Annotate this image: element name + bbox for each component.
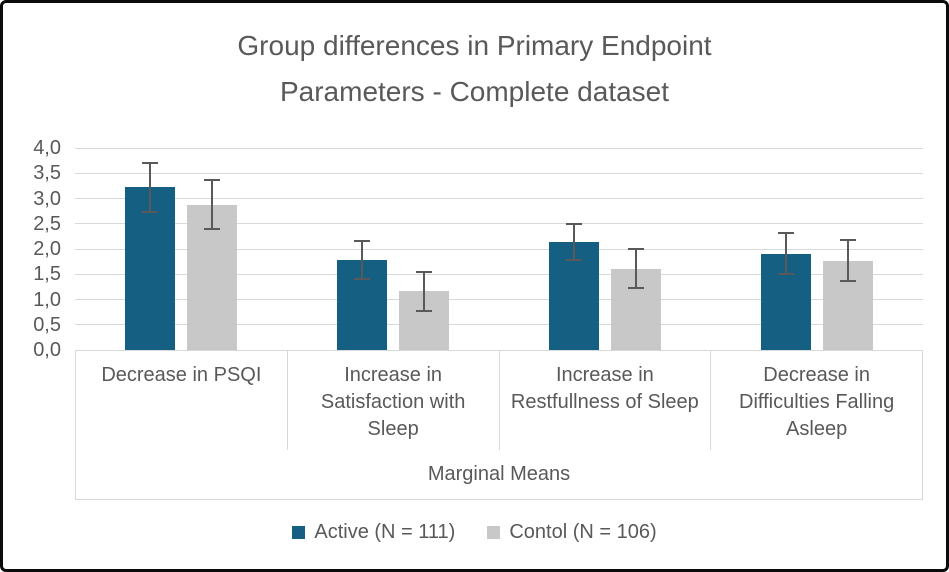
error-bar-cap-top [416,270,432,273]
bar-control[interactable] [187,179,237,350]
bar-group [287,148,499,350]
error-bar-cap-bottom [778,272,794,275]
bar-group [711,148,923,350]
y-axis-tick-label: 4,0 [33,137,61,159]
bar-active[interactable] [337,239,387,350]
bar-active[interactable] [549,222,599,350]
error-bar-line [785,233,787,274]
error-bar-cap-top [778,232,794,235]
error-bar-line [423,271,425,312]
error-bar-line [847,240,849,281]
bar-group [75,148,287,350]
legend-label: Contol (N = 106) [509,521,657,543]
chart-title-line-2: Parameters - Complete dataset [279,76,670,107]
legend-swatch-control-icon [487,526,501,539]
category-label: Decrease in PSQI [101,364,262,386]
error-bar-cap-bottom [628,287,644,290]
error-bar-cap-top [840,239,856,242]
y-axis-tick-label: 3,5 [33,162,61,185]
category-label: Decrease in Difficulties Falling Asleep [710,351,922,450]
legend: Active (N = 111) Contol (N = 106) [3,521,946,544]
error-bar-cap-bottom [416,310,432,313]
error-bar-cap-bottom [566,259,582,262]
error-bar-line [211,180,213,229]
y-axis: 0,0 0,5 1,0 1,5 2,0 2,5 3,0 3,5 4,0 [3,137,61,361]
error-bar-cap-top [628,248,644,251]
legend-swatch-active-icon [292,526,306,539]
bar-active[interactable] [761,232,811,350]
chart-title-line-1: Group differences in Primary Endpoint [237,30,712,61]
legend-item-active[interactable]: Active (N = 111) [292,521,455,544]
y-axis-tick-label: 2,5 [33,212,61,235]
gridline [75,198,923,199]
bar-active[interactable] [125,162,175,350]
y-axis-tick-label: 0,5 [33,313,61,336]
y-axis-tick-label: 2,0 [33,238,61,260]
category-axis: Decrease in PSQI Increase in Satisfaction… [75,350,923,450]
error-bar-cap-bottom [840,279,856,282]
error-bar-cap-top [566,222,582,225]
gridline [75,172,923,174]
error-bar-line [573,223,575,261]
chart-title: Group differences in Primary Endpoint Pa… [3,23,946,115]
error-bar-line [361,240,363,280]
y-axis-tick-label: 1,0 [33,288,61,311]
error-bar-cap-top [354,239,370,242]
y-axis-tick-label: 1,5 [33,263,61,286]
x-axis-title: Marginal Means [75,450,923,500]
gridline [75,299,923,300]
error-bar-cap-top [142,162,158,165]
gridline [75,324,923,326]
bar-control[interactable] [823,239,873,350]
gridline [75,147,923,149]
bar-control[interactable] [611,248,661,350]
category-label: Increase in Restfullness of Sleep [498,351,711,450]
bar-groups [75,148,923,350]
y-axis-tick-label: 0,0 [33,339,61,361]
gridline [75,273,923,275]
gridline [75,248,923,250]
error-bar-cap-top [204,179,220,182]
bar-group [499,148,711,350]
y-axis-tick-label: 3,0 [33,187,61,210]
legend-label: Active (N = 111) [314,521,456,543]
error-bar-line [635,249,637,289]
error-bar-cap-bottom [204,227,220,230]
gridline [75,223,923,225]
error-bar-cap-bottom [354,278,370,281]
category-label: Increase in Satisfaction with Sleep [286,351,499,450]
plot-area [75,147,923,351]
legend-item-control[interactable]: Contol (N = 106) [487,521,657,544]
error-bar-cap-bottom [142,210,158,213]
bar-control[interactable] [399,270,449,350]
error-bar-line [149,163,151,212]
